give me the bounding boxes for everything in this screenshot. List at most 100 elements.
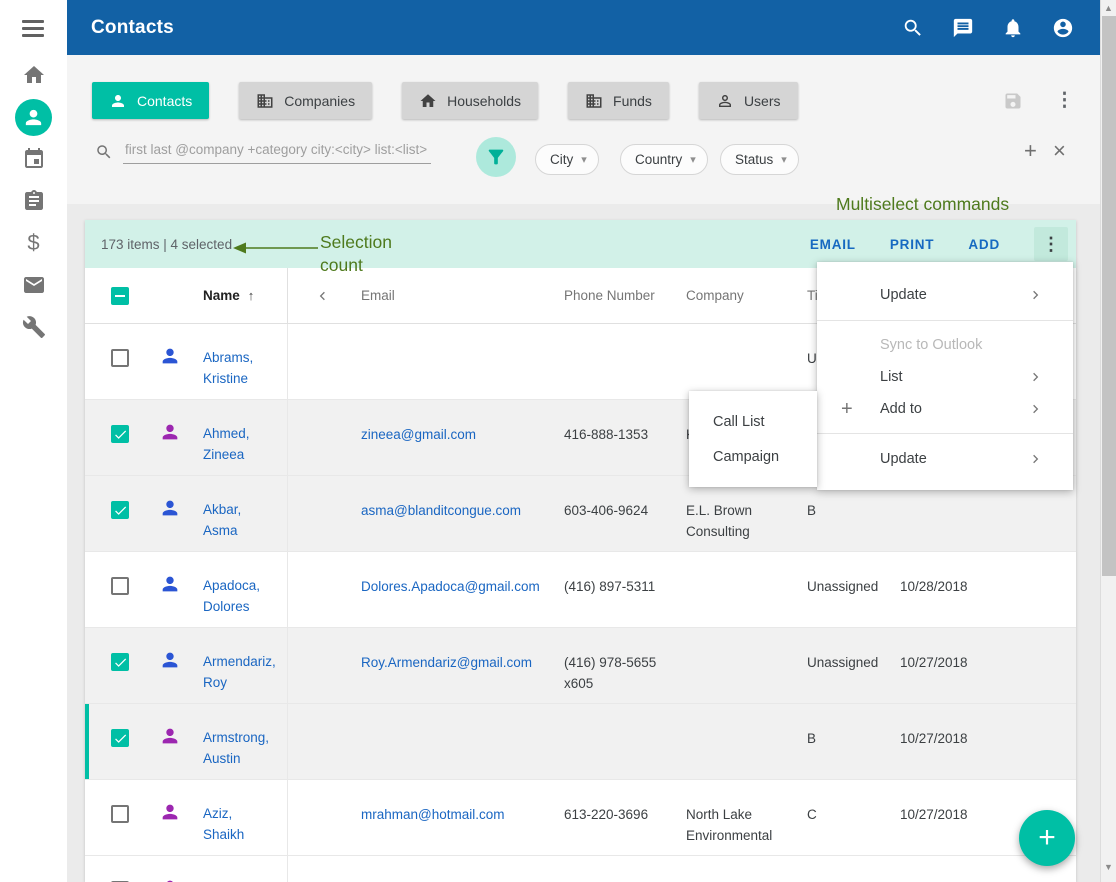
check-icon [114,506,126,515]
save-icon[interactable] [1003,91,1023,111]
header-name[interactable]: Name ↑ [188,268,288,323]
menu-item-update-2[interactable]: Update [817,442,1073,476]
filter-funnel-button[interactable] [476,137,516,177]
row-checkbox[interactable] [111,577,129,595]
company-cell [686,704,807,779]
row-checkbox[interactable] [111,349,129,367]
search-input[interactable] [123,140,431,164]
menu-item-label: Update [880,287,927,303]
phone-cell [564,704,686,779]
contact-name-link[interactable]: Akbar, Asma [188,476,288,551]
print-button[interactable]: PRINT [889,236,935,252]
row-checkbox[interactable] [111,729,129,747]
chip-label: Country [635,152,683,167]
tier-cell: B [807,731,817,746]
clear-search-close-icon[interactable]: × [1053,138,1066,163]
vertical-scrollbar[interactable]: ▲ ▼ [1100,0,1116,882]
toolbar-kebab-icon[interactable]: ⋮ [1055,90,1074,111]
tab-label: Households [447,92,522,109]
contact-name-link[interactable]: Abrams, Kristine [188,324,288,399]
row-checkbox-cell [85,628,141,703]
menu-item-label: Update [880,451,927,467]
person-icon [162,804,178,820]
sidebar-item-money[interactable]: $ [0,230,67,255]
menu-item-sync-to-outlook[interactable]: Sync to Outlook [817,329,1073,361]
tier-cell: C [807,807,817,822]
sidebar-item-calendar[interactable] [0,147,67,171]
row-checkbox[interactable] [111,653,129,671]
scroll-down-arrow[interactable]: ▼ [1104,862,1113,872]
add-contact-fab[interactable]: + [1019,810,1075,866]
tab-users[interactable]: Users [698,82,798,119]
entity-tabs: Contacts Companies Households Funds User… [92,82,798,119]
scroll-thumb[interactable] [1102,16,1116,576]
tab-households[interactable]: Households [402,82,539,119]
table-row[interactable]: Bailey, Edith ebailey@gmail.com (416) 50… [85,856,1076,882]
multiselect-kebab-button[interactable]: ⋮ [1034,227,1068,261]
add-filter-plus-icon[interactable]: + [1024,138,1037,163]
filter-chip-country[interactable]: Country ▾ [620,144,708,175]
table-row[interactable]: Armstrong, Austin B 10/27/2018 [85,704,1076,780]
sidebar-item-mail[interactable] [0,273,67,297]
search-icon[interactable] [902,17,924,39]
sidebar-item-home[interactable] [0,63,67,87]
header-email[interactable]: Email [288,268,564,323]
person-icon [162,424,178,440]
row-checkbox[interactable] [111,425,129,443]
menu-item-list[interactable]: List [817,361,1073,393]
tab-funds[interactable]: Funds [568,82,669,119]
add-button[interactable]: ADD [968,236,1000,252]
header-phone[interactable]: Phone Number [564,288,655,303]
tab-companies[interactable]: Companies [239,82,373,119]
menu-item-add-to[interactable]: + Add to [817,393,1073,425]
select-all-checkbox[interactable] [111,286,129,305]
hamburger-menu-icon[interactable] [22,20,44,41]
contact-email-link[interactable]: asma@blanditcongue.com [361,503,522,518]
table-row[interactable]: Armendariz, Roy Roy.Armendariz@gmail.com… [85,628,1076,704]
contact-name-link[interactable]: Apadoca, Dolores [188,552,288,627]
plus-icon: + [841,398,853,420]
contact-name-link[interactable]: Armstrong, Austin [188,704,288,779]
filter-chip-city[interactable]: City ▾ [535,144,599,175]
header-company[interactable]: Company [686,288,744,303]
annotation-arrow [233,242,318,254]
wrench-icon [22,316,45,338]
contact-name-link[interactable]: Bailey, Edith [188,856,288,882]
menu-item-update-1[interactable]: Update [817,270,1073,320]
email-button[interactable]: EMAIL [809,236,856,252]
contact-avatar [141,780,188,855]
table-row[interactable]: Akbar, Asma asma@blanditcongue.com 603-4… [85,476,1076,552]
contact-avatar [141,704,188,779]
filter-chip-status[interactable]: Status ▾ [720,144,799,175]
account-icon[interactable] [1052,17,1074,39]
submenu-item-campaign[interactable]: Campaign [713,448,780,465]
phone-cell: (416) 897-5311 [564,579,656,594]
contact-avatar [141,400,188,475]
row-checkbox[interactable] [111,501,129,519]
sidebar-item-tools[interactable] [0,315,67,339]
contact-email-link[interactable]: ebailey@gmail.com [288,856,564,882]
contact-email-link[interactable] [288,704,564,779]
sidebar-item-tasks[interactable] [0,189,67,213]
chat-icon[interactable] [952,17,974,39]
contact-email-link[interactable]: mrahman@hotmail.com [361,807,505,822]
collapse-column-chevron-left-icon[interactable] [315,288,330,303]
tab-contacts[interactable]: Contacts [92,82,210,119]
chevron-down-icon: ▾ [781,154,787,166]
contact-email-link[interactable] [288,324,564,399]
toolbar-section: Contacts Companies Households Funds User… [67,55,1100,204]
row-checkbox[interactable] [111,805,129,823]
contact-email-link[interactable]: zineea@gmail.com [361,427,477,442]
contact-name-link[interactable]: Aziz, Shaikh [188,780,288,855]
table-row[interactable]: Apadoca, Dolores Dolores.Apadoca@gmail.c… [85,552,1076,628]
multiselect-menu: Update Sync to Outlook List + Add to Upd… [817,262,1073,490]
submenu-item-call-list[interactable]: Call List [713,413,765,430]
notifications-icon[interactable] [1002,17,1024,39]
contact-email-link[interactable]: Roy.Armendariz@gmail.com [361,655,532,670]
contact-email-link[interactable]: Dolores.Apadoca@gmail.com [361,579,540,594]
sidebar-item-contacts[interactable] [0,98,67,136]
scroll-up-arrow[interactable]: ▲ [1104,3,1113,13]
table-row[interactable]: Aziz, Shaikh mrahman@hotmail.com 613-220… [85,780,1076,856]
contact-name-link[interactable]: Armendariz, Roy [188,628,288,703]
contact-name-link[interactable]: Ahmed, Zineea [188,400,288,475]
